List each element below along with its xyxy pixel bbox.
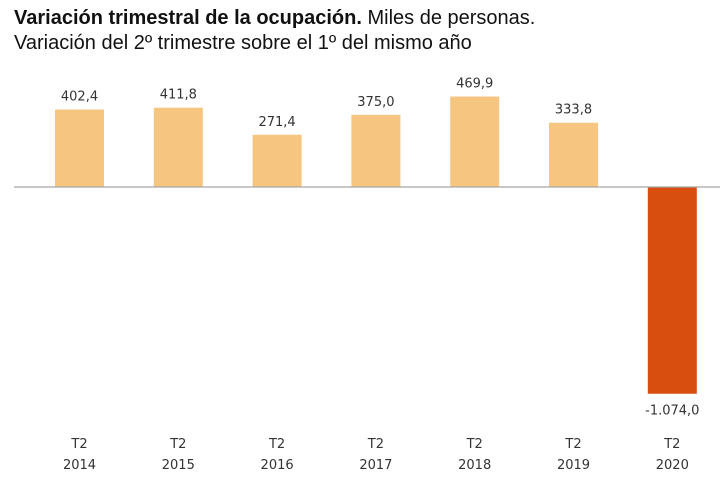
bar-2018 — [450, 96, 500, 187]
title-rest: Miles de personas. — [361, 7, 536, 29]
x-tick-quarter: T2 — [466, 437, 483, 452]
data-label-2014: 402,4 — [61, 90, 98, 105]
x-tick-year: 2015 — [162, 458, 195, 473]
bar-2014 — [55, 109, 104, 187]
x-tick-quarter: T2 — [268, 437, 285, 452]
chart-title: Variación trimestral de la ocupación. Mi… — [14, 6, 535, 30]
data-label-2020: -1.074,0 — [645, 404, 699, 419]
data-label-2019: 333,8 — [555, 103, 592, 118]
x-tick-year: 2016 — [261, 458, 294, 473]
bar-2016 — [252, 134, 302, 187]
data-label-2016: 271,4 — [258, 115, 295, 130]
x-tick-year: 2018 — [458, 458, 491, 473]
x-tick-quarter: T2 — [169, 437, 186, 452]
data-label-2017: 375,0 — [357, 95, 394, 110]
bar-2020 — [647, 187, 697, 394]
x-tick-year: 2019 — [557, 458, 590, 473]
x-tick-quarter: T2 — [564, 437, 581, 452]
x-tick-year: 2014 — [63, 458, 96, 473]
chart-subtitle: Variación del 2º trimestre sobre el 1º d… — [14, 32, 472, 54]
x-tick-quarter: T2 — [367, 437, 384, 452]
bar-2019 — [549, 122, 598, 187]
x-tick-quarter: T2 — [663, 437, 680, 452]
bar-2015 — [153, 107, 203, 187]
bar-2017 — [351, 114, 401, 187]
x-tick-quarter: T2 — [70, 437, 87, 452]
x-tick-year: 2017 — [359, 458, 392, 473]
data-label-2015: 411,8 — [160, 88, 197, 103]
title-bold: Variación trimestral de la ocupación. — [14, 7, 362, 29]
x-tick-year: 2020 — [656, 458, 689, 473]
data-label-2018: 469,9 — [456, 77, 493, 92]
